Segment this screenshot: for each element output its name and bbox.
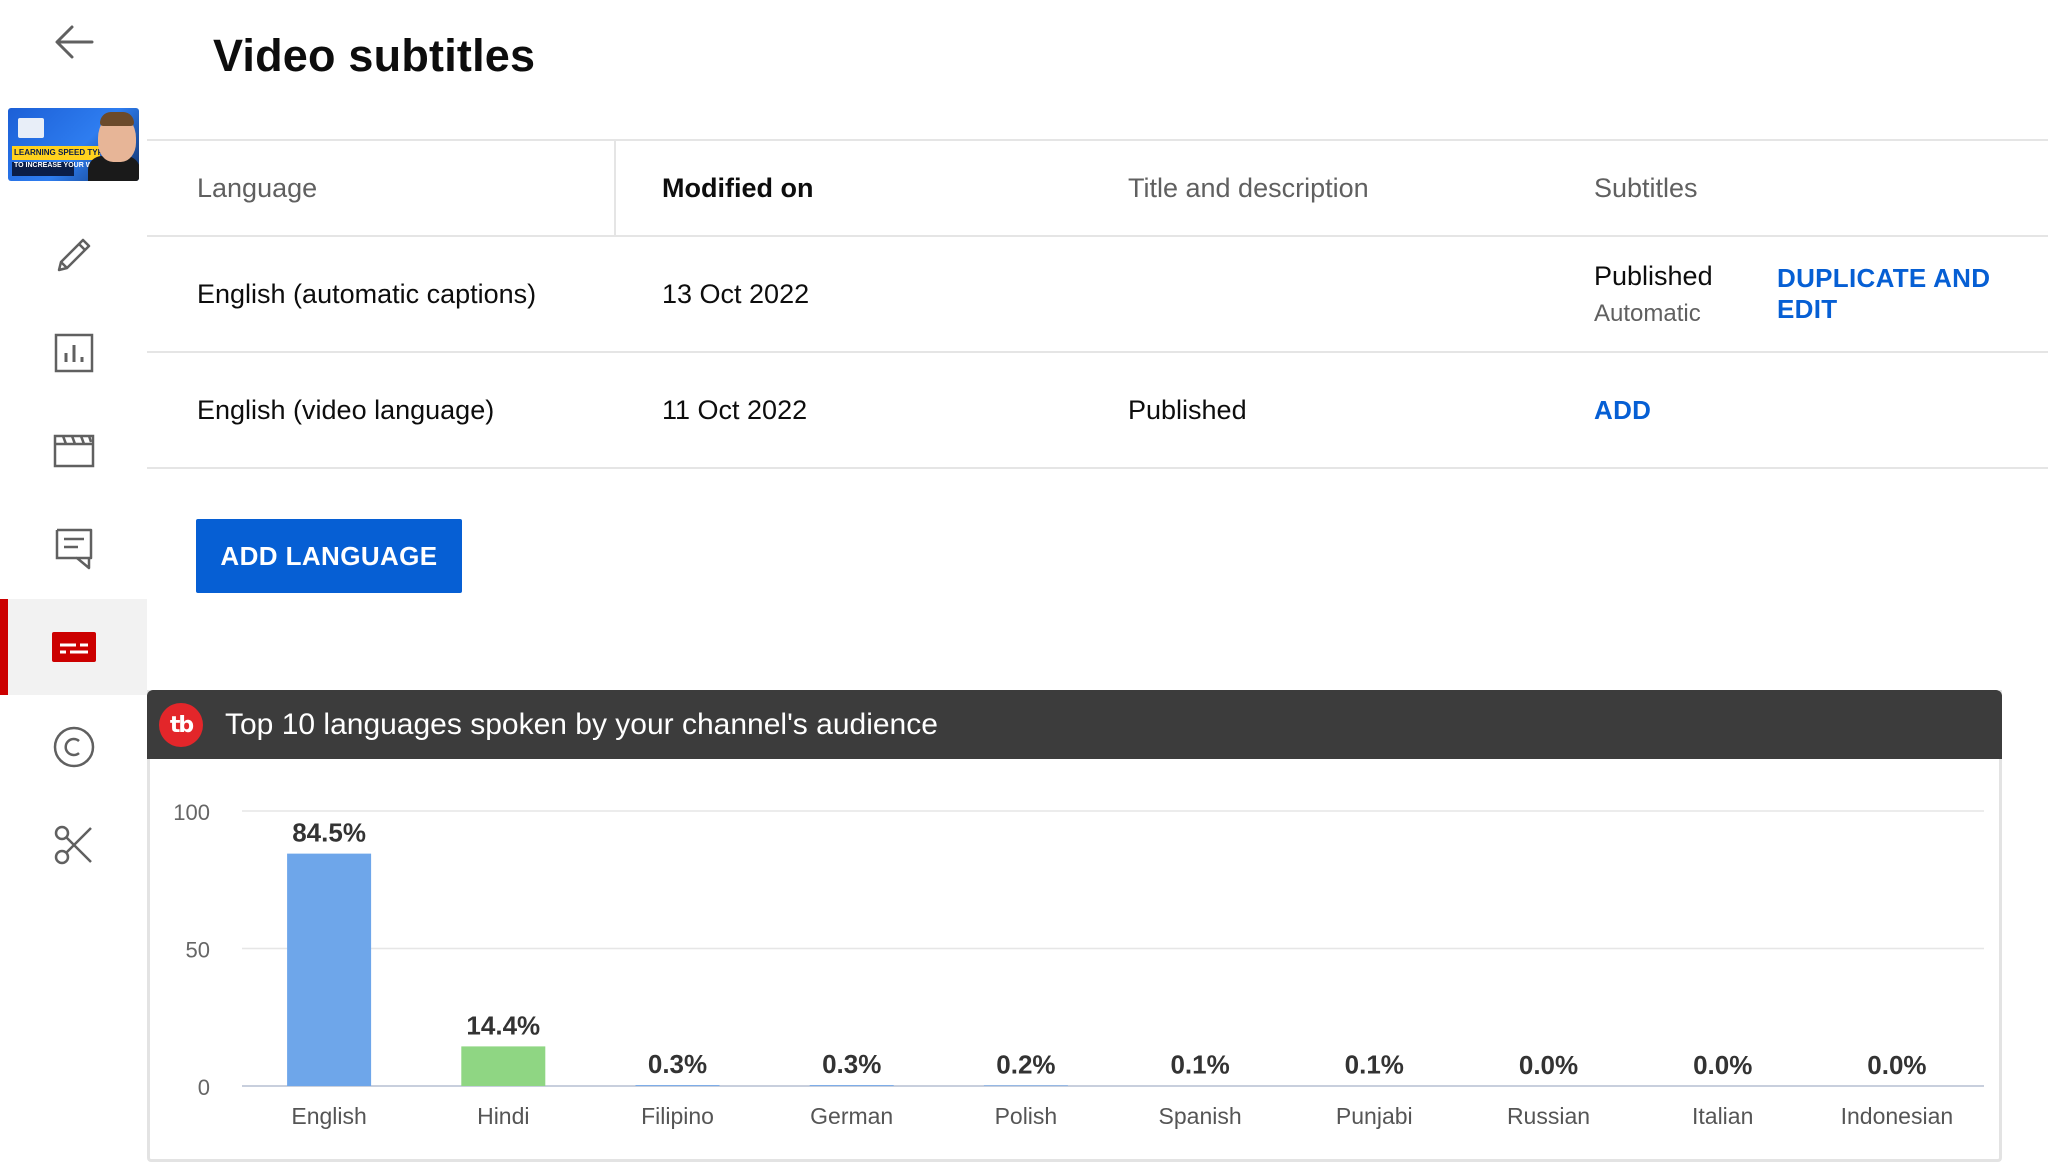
thumbnail-text: LEARNING SPEED TYPING xyxy=(14,148,118,157)
subtitles-icon xyxy=(51,632,96,662)
sidebar: LEARNING SPEED TYPING TO INCREASE YOUR W… xyxy=(0,0,147,1175)
duplicate-and-edit-button[interactable]: DUPLICATE AND EDIT xyxy=(1777,263,1991,324)
y-tick-label: 50 xyxy=(186,938,210,963)
row-language: English (video language) xyxy=(197,394,495,425)
header-modified-on[interactable]: Modified on xyxy=(662,172,814,203)
clips-scissors-icon xyxy=(54,825,92,865)
table-row[interactable]: English (automatic captions) 13 Oct 2022… xyxy=(147,237,2048,353)
x-tick-label: English xyxy=(291,1103,366,1129)
subtitles-status-sub: Automatic xyxy=(1594,299,1701,327)
x-tick-label: Hindi xyxy=(477,1103,529,1129)
sidebar-item-copyright[interactable] xyxy=(0,699,147,795)
data-label: 0.0% xyxy=(1693,1050,1752,1080)
sidebar-item-details[interactable] xyxy=(0,207,147,303)
analytics-icon xyxy=(54,333,93,373)
keyboard-graphic xyxy=(18,118,44,138)
header-subtitles: Subtitles xyxy=(1594,172,1698,203)
row-title-description: Published xyxy=(1128,394,1247,425)
subtitles-table: Language Modified on Title and descripti… xyxy=(147,139,2048,469)
data-label: 0.3% xyxy=(822,1049,881,1079)
y-tick-label: 0 xyxy=(198,1075,210,1100)
pencil-icon xyxy=(57,238,90,272)
thumbnail-band-dark xyxy=(12,162,74,176)
data-label: 0.0% xyxy=(1519,1050,1578,1080)
bar-hindi xyxy=(461,1046,546,1086)
data-label: 0.1% xyxy=(1170,1050,1229,1080)
data-label: 14.4% xyxy=(466,1010,540,1040)
header-language[interactable]: Language xyxy=(197,172,318,203)
sidebar-item-analytics[interactable] xyxy=(0,305,147,401)
tubebuddy-logo: tb xyxy=(159,703,203,747)
x-tick-label: Russian xyxy=(1507,1103,1590,1129)
x-tick-label: Italian xyxy=(1692,1103,1753,1129)
chart-panel-header: tb Top 10 languages spoken by your chann… xyxy=(147,690,2002,759)
x-tick-label: Spanish xyxy=(1159,1103,1242,1129)
add-subtitles-button[interactable]: ADD xyxy=(1594,394,1652,425)
sidebar-item-editor[interactable] xyxy=(0,403,147,499)
table-header: Language Modified on Title and descripti… xyxy=(147,139,2048,237)
row-subtitles-status: Published Automatic xyxy=(1594,237,1713,351)
header-title-description: Title and description xyxy=(1128,172,1369,203)
bar-filipino xyxy=(635,1085,720,1086)
x-tick-label: Polish xyxy=(995,1103,1058,1129)
comments-icon xyxy=(55,528,92,570)
back-arrow-icon xyxy=(55,25,94,59)
data-label: 0.0% xyxy=(1867,1050,1926,1080)
chart-panel-title: Top 10 languages spoken by your channel'… xyxy=(225,707,938,741)
bar-english xyxy=(287,853,372,1086)
bar-polish xyxy=(983,1085,1068,1086)
x-tick-label: German xyxy=(810,1103,893,1129)
column-divider xyxy=(614,141,616,235)
copyright-icon xyxy=(53,726,94,768)
bar-german xyxy=(809,1085,894,1086)
data-label: 84.5% xyxy=(292,818,366,848)
data-label: 0.3% xyxy=(648,1049,707,1079)
page-title: Video subtitles xyxy=(213,30,536,81)
sidebar-item-subtitles[interactable] xyxy=(0,599,147,695)
x-tick-label: Punjabi xyxy=(1336,1103,1413,1129)
add-language-button[interactable]: ADD LANGUAGE xyxy=(196,519,462,593)
row-modified-date: 13 Oct 2022 xyxy=(662,278,810,309)
subtitles-status: Published xyxy=(1594,260,1713,291)
back-button[interactable] xyxy=(50,20,98,64)
data-label: 0.1% xyxy=(1345,1050,1404,1080)
thumbnail-band xyxy=(12,146,100,160)
sidebar-item-clips[interactable] xyxy=(0,797,147,893)
y-tick-label: 100 xyxy=(173,800,210,825)
data-label: 0.2% xyxy=(996,1049,1055,1079)
sidebar-item-comments[interactable] xyxy=(0,501,147,597)
row-language: English (automatic captions) xyxy=(197,278,537,309)
thumbnail-subtext: TO INCREASE YOUR WPM STATS xyxy=(14,162,127,169)
thumbnail-person-hair xyxy=(100,112,134,126)
languages-bar-chart: 0 50 100 84.5% English 14.4% Hindi 0.3% Filipino… xyxy=(173,800,1984,1129)
x-tick-label: Filipino xyxy=(641,1103,714,1129)
languages-chart-panel xyxy=(147,690,2002,1162)
editor-clapper-icon xyxy=(53,434,94,468)
row-modified-date: 11 Oct 2022 xyxy=(662,394,808,425)
table-row[interactable]: English (video language) 11 Oct 2022 Pub… xyxy=(147,353,2048,469)
x-tick-label: Indonesian xyxy=(1841,1103,1954,1129)
video-thumbnail[interactable]: LEARNING SPEED TYPING TO INCREASE YOUR W… xyxy=(8,108,139,181)
